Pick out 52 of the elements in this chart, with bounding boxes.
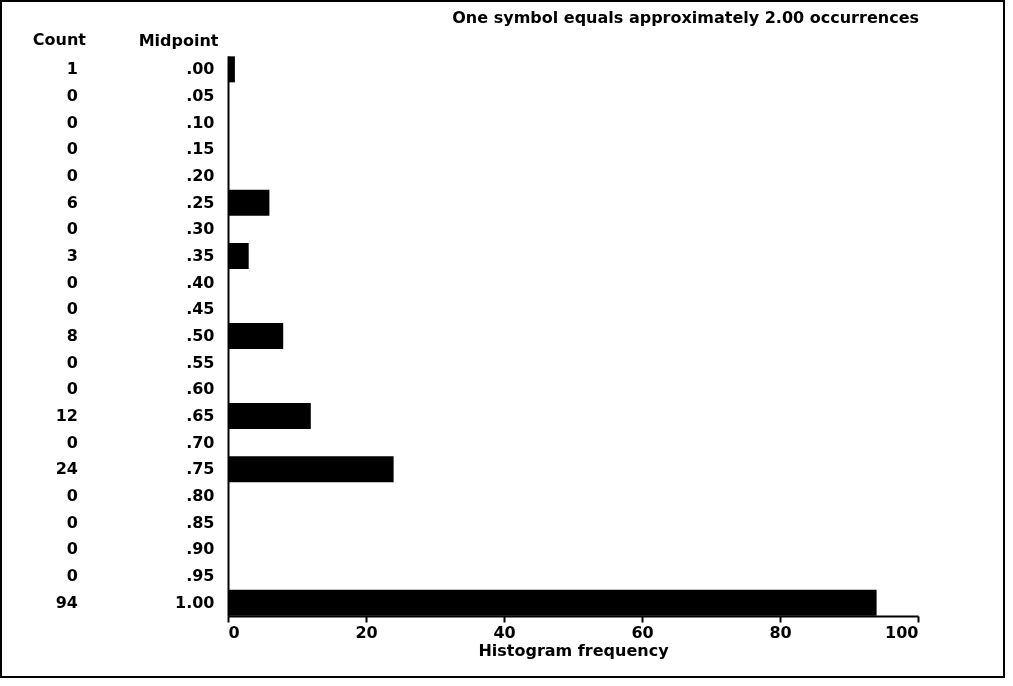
y-tick-label: .05 [186,86,215,105]
y-tick-label: .70 [186,432,215,452]
data-label: 6 [66,192,78,212]
data-label: 0 [66,352,78,372]
x-tick-label: 100 [885,622,919,642]
data-label: 0 [66,379,78,399]
data-label: 0 [66,112,78,132]
y-tick-label: .40 [186,272,215,292]
x-tick-label: 40 [493,622,516,642]
x-tick-label: 0 [228,622,240,642]
y-tick-label: .25 [186,192,215,212]
y-axis-title: Midpoint [138,30,219,50]
y-tick-label: 1.00 [175,592,215,612]
y-tick-label: .65 [186,406,215,425]
y-tick-label: .15 [186,139,215,159]
data-label: 0 [66,486,78,505]
data-label: 0 [66,432,78,452]
y-tick-label: .80 [186,486,215,505]
data-label: 0 [66,219,78,239]
chart-title: One symbol equals approximately 2.00 occurrences [452,8,919,27]
data-label: 0 [66,539,78,559]
text: Count [32,30,87,49]
data-label: 0 [66,566,78,585]
data-label: 0 [66,139,78,159]
y-tick-label: .10 [186,112,215,132]
y-tick-label: .75 [186,459,215,479]
data-label: 0 [66,512,78,532]
y-tick-label: .30 [186,219,215,239]
x-axis-title: Histogram frequency [478,640,670,660]
data-label: 94 [55,592,78,612]
y-tick-label: .85 [186,512,215,532]
x-tick-label: 80 [769,622,792,642]
data-label: 8 [66,326,78,345]
data-label: 24 [55,459,78,479]
y-tick-label: .55 [186,352,215,372]
y-tick-label: .35 [186,246,215,265]
data-label: 0 [66,299,78,319]
data-label: 1 [66,59,78,79]
data-label: 0 [66,272,78,292]
y-tick-label: .45 [186,299,215,319]
y-tick-label: .50 [186,326,215,345]
x-tick-label: 20 [355,622,378,642]
y-tick-label: .95 [186,566,215,585]
data-label: 0 [66,86,78,105]
y-tick-label: .00 [186,59,215,79]
data-label: 12 [55,406,78,425]
data-label: 0 [66,166,78,185]
y-tick-label: .60 [186,379,215,399]
y-tick-label: .20 [186,166,215,185]
y-tick-label: .90 [186,539,215,559]
x-tick-label: 60 [631,622,654,642]
data-label: 3 [66,246,78,265]
